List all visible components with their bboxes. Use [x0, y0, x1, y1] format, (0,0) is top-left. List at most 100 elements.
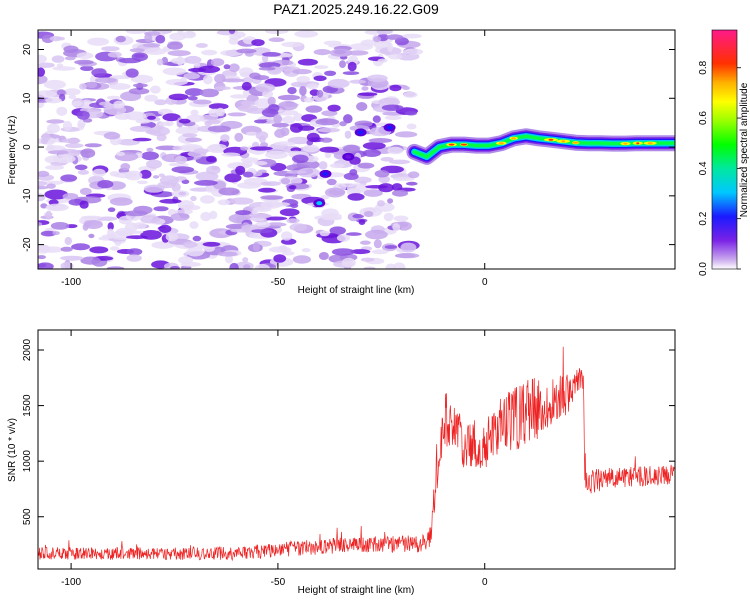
heatmap-noise-blob	[294, 30, 319, 38]
heatmap-noise-blob	[392, 223, 401, 232]
heatmap-noise-blob	[171, 190, 190, 198]
heatmap-noise-blob	[347, 61, 357, 72]
heatmap-noise-blob	[208, 103, 229, 110]
heatmap-noise-blob	[229, 262, 239, 269]
heatmap-noise-blob	[316, 89, 324, 98]
heatmap-noise-blob	[271, 202, 290, 207]
heatmap-noise-blob	[60, 255, 84, 261]
heatmap-noise-blob	[200, 195, 215, 204]
heatmap-noise-blob	[267, 96, 276, 106]
heatmap-noise-blob	[193, 63, 201, 67]
heatmap-noise-blob	[347, 193, 365, 201]
heatmap-noise-blob	[380, 157, 394, 162]
heatmap-noise-blob	[277, 94, 301, 101]
heatmap-noise-blob	[238, 67, 254, 77]
heatmap-noise-blob	[228, 63, 240, 73]
heatmap-noise-blob	[218, 187, 240, 196]
heatmap-noise-blob	[165, 79, 188, 86]
heatmap-noise-blob	[319, 230, 330, 237]
heatmap-noise-blob	[387, 42, 393, 52]
heatmap-noise-blob	[327, 104, 341, 112]
heatmap-noise-blob	[168, 162, 189, 167]
heatmap-noise-blob	[360, 257, 375, 262]
heatmap-noise-blob	[324, 187, 346, 198]
spectrogram-y-tick-label: -20	[22, 237, 33, 252]
heatmap-noise-blob	[38, 244, 50, 251]
heatmap-noise-blob	[41, 132, 51, 142]
heatmap-noise-blob	[206, 155, 217, 163]
heatmap-noise-blob	[62, 193, 79, 200]
spectrogram-x-axis-label: Height of straight line (km)	[298, 285, 415, 296]
spectrogram-y-tick-label: 0	[22, 144, 33, 150]
colorbar-tick-label: 0.8	[698, 60, 709, 74]
heatmap-noise-blob	[362, 149, 381, 158]
heatmap-noise-blob	[324, 151, 332, 159]
heatmap-noise-blob	[38, 262, 54, 269]
heatmap-noise-blob	[99, 101, 111, 106]
spectrogram-y-tick-label: 10	[22, 92, 33, 104]
heatmap-noise-blob	[156, 58, 164, 66]
heatmap-noise-blob	[377, 58, 388, 63]
colorbar-tick-label: 0.6	[698, 111, 709, 125]
heatmap-noise-blob	[46, 144, 55, 150]
heatmap-noise-blob	[132, 83, 148, 88]
heatmap-noise-blob	[178, 118, 191, 124]
heatmap-noise-blob	[405, 111, 417, 116]
heatmap-noise-blob	[87, 37, 109, 46]
colorbar-label: Normalized spectral amplitude	[739, 82, 750, 217]
heatmap-noise-blob	[158, 121, 170, 127]
heatmap-noise-blob	[49, 36, 62, 42]
heatmap-noise-blob	[95, 77, 117, 83]
heatmap-noise-blob	[343, 144, 360, 153]
heatmap-noise-blob	[217, 199, 231, 206]
heatmap-noise-blob	[306, 132, 320, 142]
colorbar-tick-label: 0.4	[698, 161, 709, 175]
heatmap-noise-blob	[204, 120, 213, 127]
heatmap-noise-blob	[326, 178, 337, 186]
heatmap-noise-blob	[38, 185, 49, 190]
heatmap-noise-blob	[263, 216, 288, 221]
heatmap-noise-blob	[329, 48, 353, 57]
heatmap-noise-blob	[187, 96, 198, 101]
signal-track-core	[623, 142, 628, 145]
heatmap-noise-blob	[156, 133, 167, 142]
signal-track-core	[647, 142, 653, 145]
signal-track-core	[548, 138, 554, 141]
heatmap-noise-blob	[371, 249, 389, 255]
spectrogram-frame	[37, 29, 676, 270]
heatmap-noise-blob	[358, 92, 378, 96]
heatmap-noise-blob	[301, 248, 311, 253]
heatmap-noise-blob	[209, 210, 218, 220]
heatmap-noise-blob	[165, 232, 179, 242]
heatmap-noise-blob	[38, 67, 45, 77]
heatmap-noise-blob	[45, 165, 65, 170]
heatmap-noise-blob	[252, 242, 260, 252]
heatmap-noise-blob	[168, 93, 189, 101]
heatmap-noise-blob	[292, 68, 312, 75]
heatmap-noise-blob	[202, 75, 213, 85]
signal-track-core	[636, 142, 640, 145]
heatmap-noise-blob	[235, 210, 252, 216]
colorbar: 0.0 0.2 0.4 0.6 0.8 Normalized spectral ampl…	[698, 29, 750, 276]
heatmap-noise-blob	[38, 90, 57, 98]
heatmap-noise-blob	[130, 74, 154, 84]
heatmap-noise-blob	[402, 48, 424, 56]
heatmap-noise-blob	[384, 245, 398, 249]
heatmap-noise-blob	[171, 182, 181, 192]
heatmap-noise-blob	[84, 220, 103, 229]
colorbar-frame	[711, 29, 738, 270]
heatmap-noise-blob	[190, 195, 197, 202]
signal-track-core	[561, 140, 566, 143]
heatmap-noise-blob	[145, 129, 161, 135]
heatmap-noise-blob	[107, 51, 122, 58]
heatmap-noise-blob	[374, 170, 390, 178]
heatmap-noise-blob	[190, 109, 199, 116]
heatmap-noise-blob	[313, 75, 327, 82]
heatmap-noise-blob	[255, 131, 269, 140]
heatmap-noise-blob	[251, 39, 265, 47]
heatmap-noise-blob	[342, 71, 360, 75]
heatmap-noise-blob	[293, 113, 303, 122]
heatmap-noise-blob	[327, 78, 350, 89]
